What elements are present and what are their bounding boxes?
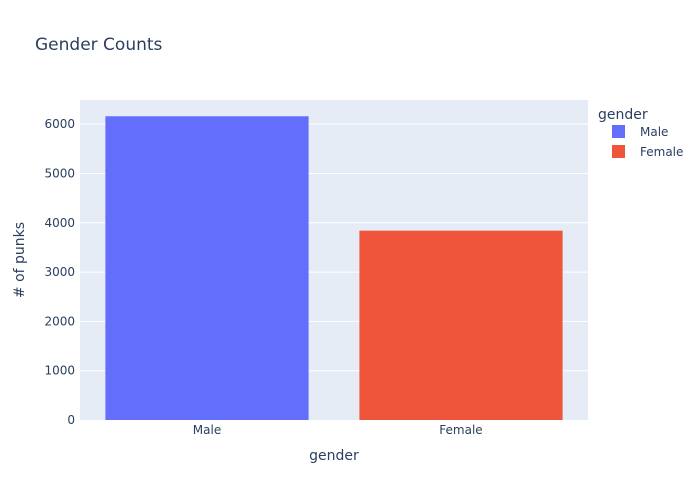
chart-title: Gender Counts xyxy=(35,35,163,55)
legend-swatch-male[interactable] xyxy=(612,125,625,138)
y-tick-label: 6000 xyxy=(44,117,75,131)
y-tick-label: 1000 xyxy=(44,364,75,378)
y-axis-ticks: 0 1000 2000 3000 4000 5000 6000 xyxy=(44,117,75,427)
legend-title: gender xyxy=(598,107,648,123)
legend-label-male[interactable]: Male xyxy=(640,125,668,139)
y-tick-label: 0 xyxy=(67,413,75,427)
bar-male[interactable] xyxy=(105,116,309,421)
bars xyxy=(105,116,563,421)
y-tick-label: 3000 xyxy=(44,265,75,279)
legend-label-female[interactable]: Female xyxy=(640,145,683,159)
x-axis-ticks: Male Female xyxy=(193,423,483,437)
x-tick-label: Female xyxy=(439,423,482,437)
legend-swatch-female[interactable] xyxy=(612,145,625,158)
y-axis-label: # of punks xyxy=(12,222,28,298)
y-tick-label: 4000 xyxy=(44,216,75,230)
legend: gender Male Female xyxy=(598,107,683,159)
y-tick-label: 5000 xyxy=(44,166,75,180)
x-axis-label: gender xyxy=(309,448,359,464)
y-tick-label: 2000 xyxy=(44,314,75,328)
x-tick-label: Male xyxy=(193,423,221,437)
bar-female[interactable] xyxy=(359,230,563,420)
